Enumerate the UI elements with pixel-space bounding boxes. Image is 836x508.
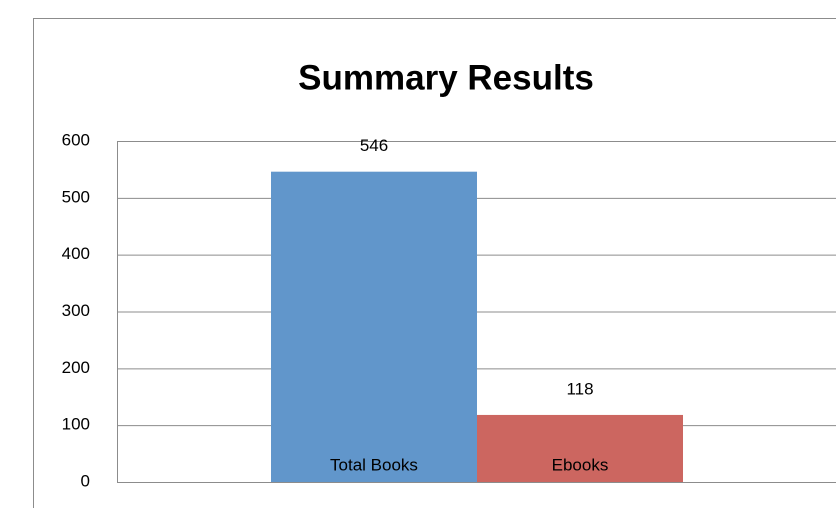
chart-title: Summary Results	[298, 58, 594, 97]
bar	[271, 171, 477, 482]
category-label: Total Books	[330, 455, 418, 474]
category-label: Ebooks	[552, 455, 609, 474]
value-label: 118	[566, 379, 593, 398]
y-tick-label: 100	[62, 415, 90, 434]
y-tick-label: 0	[81, 471, 90, 490]
y-tick-label: 200	[62, 358, 90, 377]
y-tick-label: 500	[62, 187, 90, 206]
value-label: 546	[360, 136, 388, 155]
y-tick-label: 400	[62, 244, 90, 263]
bar	[477, 414, 683, 482]
y-tick-label: 600	[62, 130, 90, 149]
y-tick-label: 300	[62, 301, 90, 320]
